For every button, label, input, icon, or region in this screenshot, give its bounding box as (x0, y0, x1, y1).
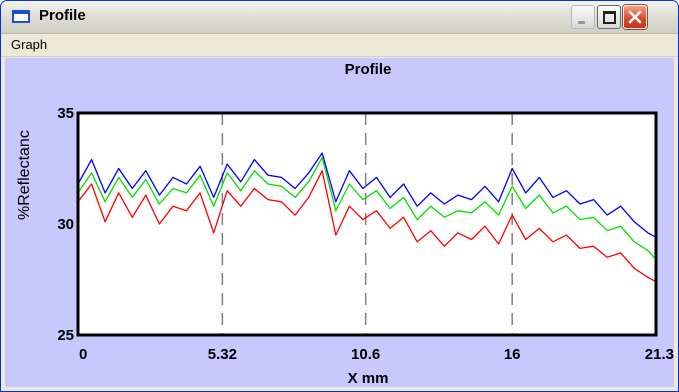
series-line-3 (77, 170, 657, 283)
series-line-1 (77, 152, 657, 238)
close-icon (628, 10, 642, 24)
close-button[interactable] (623, 5, 647, 29)
window-icon (12, 10, 30, 23)
menu-graph[interactable]: Graph (11, 37, 48, 52)
chart-title: Profile (345, 61, 392, 78)
x-tick-label: 21.3 (645, 346, 674, 363)
y-axis-label: %Reflectanc (16, 130, 33, 220)
y-tick-label: 35 (57, 105, 74, 122)
profile-chart: Profile %Reflectanc X mm 0 5.32 10.6 16 21.3… (16, 61, 674, 387)
x-axis-label: X mm (348, 370, 389, 387)
minimize-button[interactable] (571, 5, 595, 29)
menu-bar: Graph (1, 34, 678, 57)
chart-area: Profile %Reflectanc X mm 0 5.32 10.6 16 21.3… (5, 58, 674, 387)
window-title: Profile (39, 7, 86, 24)
plot-frame (76, 111, 658, 337)
title-bar[interactable]: Profile (1, 1, 678, 34)
y-tick-label: 30 (57, 216, 74, 233)
x-tick-label: 10.6 (351, 346, 380, 363)
x-tick-label: 5.32 (208, 346, 237, 363)
y-tick-label: 25 (57, 327, 74, 344)
maximize-button[interactable] (597, 5, 621, 29)
x-tick-label: 0 (79, 346, 87, 363)
series-line-2 (77, 156, 657, 260)
x-tick-label: 16 (504, 346, 521, 363)
plot-background (78, 113, 656, 335)
